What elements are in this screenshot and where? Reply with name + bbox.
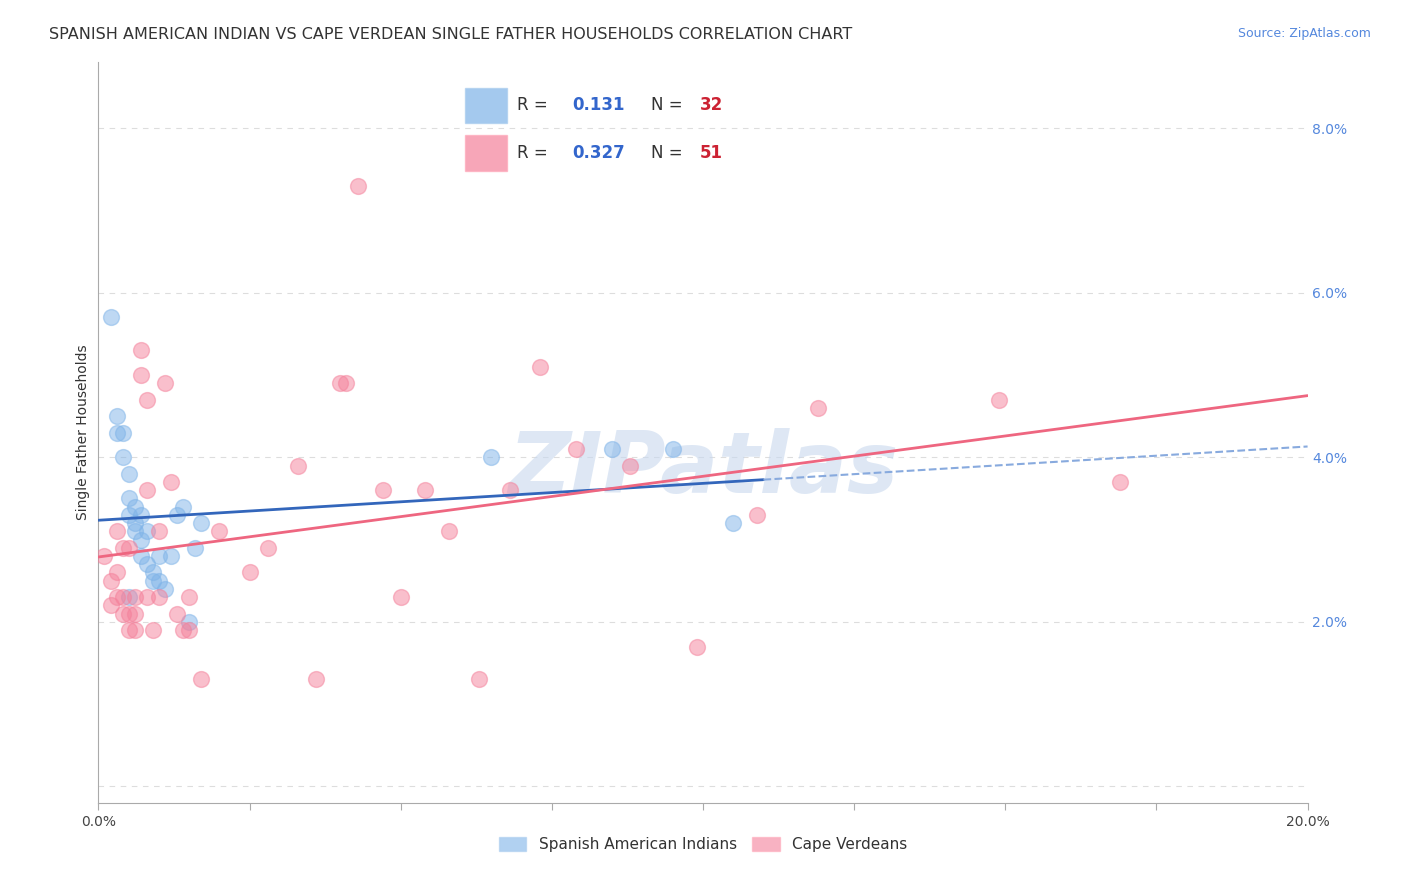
Y-axis label: Single Father Households: Single Father Households [76, 345, 90, 520]
Point [153, 582, 176, 596]
Point [160, 549, 183, 563]
Point [124, 524, 146, 539]
Point [124, 607, 146, 621]
Point [179, 590, 201, 604]
Point [105, 524, 128, 539]
Point [148, 590, 170, 604]
Point [389, 590, 412, 604]
Point [129, 533, 152, 547]
Point [142, 574, 165, 588]
Point [142, 623, 165, 637]
Legend: Spanish American Indians, Cape Verdeans: Spanish American Indians, Cape Verdeans [494, 830, 912, 858]
Point [148, 574, 170, 588]
Point [111, 541, 134, 555]
Point [118, 607, 141, 621]
Point [166, 607, 188, 621]
Point [287, 458, 309, 473]
Point [129, 343, 152, 358]
Point [988, 392, 1011, 407]
Point [661, 442, 683, 456]
Point [335, 376, 357, 391]
Point [305, 673, 328, 687]
Point [179, 615, 201, 629]
Point [413, 483, 436, 498]
Point [111, 450, 134, 465]
Point [172, 500, 194, 514]
Point [619, 458, 641, 473]
Point [190, 516, 212, 530]
Point [105, 566, 128, 580]
Point [124, 500, 146, 514]
Point [118, 508, 141, 522]
Point [111, 590, 134, 604]
Point [148, 549, 170, 563]
Point [118, 467, 141, 481]
Point [135, 483, 157, 498]
Point [118, 590, 141, 604]
Text: SPANISH AMERICAN INDIAN VS CAPE VERDEAN SINGLE FATHER HOUSEHOLDS CORRELATION CHA: SPANISH AMERICAN INDIAN VS CAPE VERDEAN … [49, 27, 852, 42]
Point [239, 566, 262, 580]
Point [468, 673, 491, 687]
Point [124, 623, 146, 637]
Point [118, 541, 141, 555]
Point [100, 574, 122, 588]
Point [135, 392, 157, 407]
Point [256, 541, 278, 555]
Point [135, 524, 157, 539]
Text: ZIPatlas: ZIPatlas [508, 428, 898, 511]
Point [1109, 475, 1132, 489]
Point [184, 541, 207, 555]
Point [129, 549, 152, 563]
Point [190, 673, 212, 687]
Point [105, 425, 128, 440]
Point [129, 508, 152, 522]
Point [498, 483, 520, 498]
Point [166, 508, 188, 522]
Point [686, 640, 709, 654]
Point [135, 558, 157, 572]
Point [118, 623, 141, 637]
Point [529, 359, 551, 374]
Point [807, 401, 830, 415]
Point [208, 524, 231, 539]
Point [747, 508, 769, 522]
Point [142, 566, 165, 580]
Point [124, 516, 146, 530]
Point [347, 178, 370, 193]
Point [172, 623, 194, 637]
Point [179, 623, 201, 637]
Point [437, 524, 460, 539]
Point [111, 607, 134, 621]
Point [93, 549, 115, 563]
Point [105, 409, 128, 424]
Point [153, 376, 176, 391]
Text: Source: ZipAtlas.com: Source: ZipAtlas.com [1237, 27, 1371, 40]
Point [105, 590, 128, 604]
Point [602, 442, 624, 456]
Point [100, 599, 122, 613]
Point [135, 590, 157, 604]
Point [371, 483, 394, 498]
Point [124, 590, 146, 604]
Point [148, 524, 170, 539]
Point [565, 442, 588, 456]
Point [111, 425, 134, 440]
Point [100, 310, 122, 325]
Point [481, 450, 503, 465]
Point [129, 368, 152, 382]
Point [118, 491, 141, 506]
Point [160, 475, 183, 489]
Point [723, 516, 745, 530]
Point [329, 376, 352, 391]
